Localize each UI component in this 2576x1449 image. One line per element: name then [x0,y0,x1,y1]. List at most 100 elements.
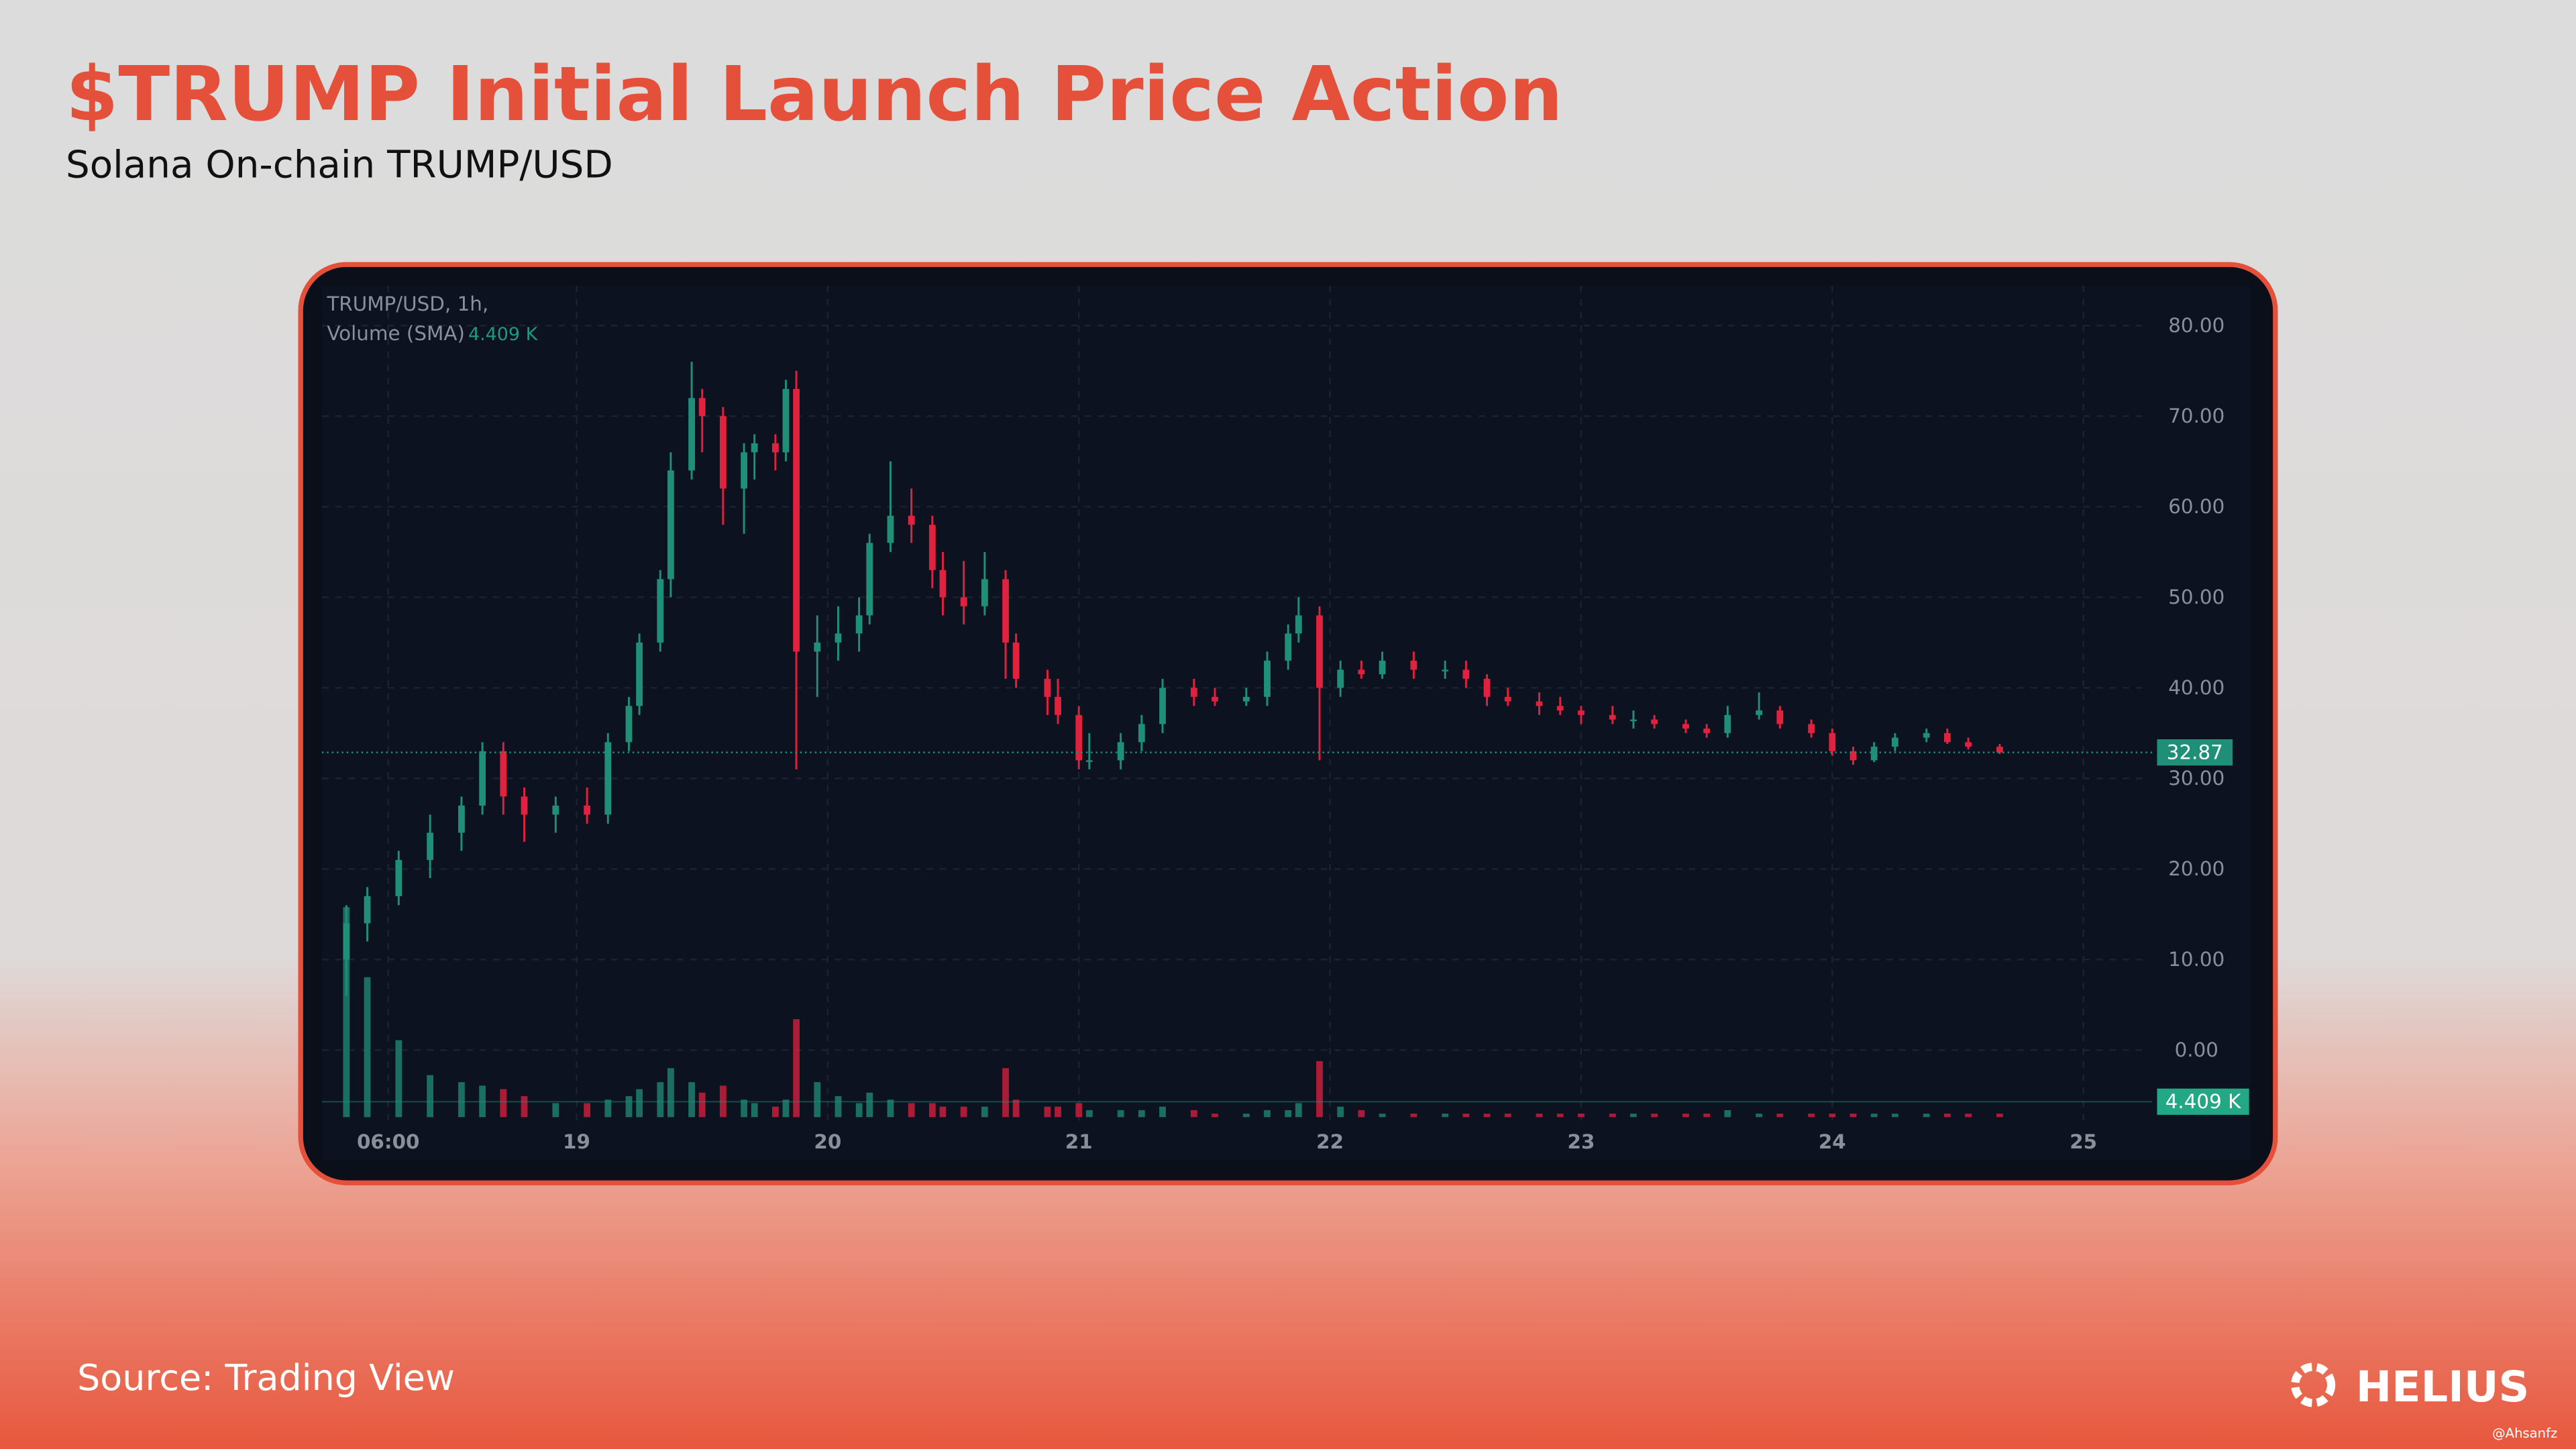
volume-bar [1085,1110,1093,1118]
candle-body [584,805,591,815]
candle-body [688,398,695,471]
candle-body [395,859,402,896]
candle-body [1504,696,1511,702]
volume-sma-tag-label: 4.409 K [2165,1090,2241,1113]
last-price-tag [2157,739,2233,766]
candle-body [1442,669,1449,672]
candle-body [1965,742,1972,747]
volume-bar [667,1068,674,1118]
volume-bar [1682,1114,1689,1118]
candle-body [960,597,967,606]
brand: HELIUS [2356,1362,2530,1412]
volume-bar [1923,1114,1930,1118]
volume-bar [1630,1114,1637,1118]
volume-bar [887,1099,894,1118]
volume-bar [1808,1114,1815,1118]
volume-bar [636,1089,643,1118]
candle-body [1724,714,1731,733]
y-tick-label: 20.00 [2168,857,2224,880]
candle-body [1358,669,1365,675]
candle-body [1379,660,1386,675]
candle-body [698,398,706,417]
volume-bar [1410,1114,1417,1118]
candle-body [1556,706,1564,711]
y-tick-label: 0.00 [2175,1038,2218,1061]
helius-logo [2291,1362,2336,1407]
candle-body [1085,760,1093,762]
volume-bar [1264,1110,1271,1118]
candle-body [552,805,559,815]
x-tick-label: 21 [1065,1130,1093,1153]
candle-body [521,796,528,815]
candle-body [1337,669,1344,688]
plot [322,286,2251,1160]
candle-body [1630,719,1637,722]
x-tick-label: 20 [814,1130,841,1153]
volume-bar [1609,1114,1616,1118]
y-tick-label: 50.00 [2168,586,2224,608]
volume-bar [1849,1114,1857,1118]
candle-body [1829,733,1836,751]
candle-body [1264,660,1271,697]
volume-bar [928,1103,936,1118]
volume-bar [584,1103,591,1118]
x-tick-label: 22 [1316,1130,1344,1153]
candle-body [981,579,988,606]
y-tick-label: 40.00 [2168,676,2224,699]
volume-bar [657,1082,664,1118]
volume-bar [793,1019,800,1118]
candle-body [751,443,758,453]
candle-body [427,833,434,860]
candle-body [1682,724,1689,729]
volume-bar [1892,1114,1898,1118]
volume-bar [1295,1103,1302,1118]
candle-body [1462,669,1470,679]
candle-body [928,525,936,570]
candle-body [1651,719,1658,724]
volume-bar [1242,1114,1250,1118]
volume-bar [458,1082,465,1118]
volume-bar [395,1040,402,1118]
volume-bar [688,1082,695,1118]
volume-bar [427,1075,434,1118]
candle-body [625,706,633,743]
volume-bar [1965,1114,1972,1118]
chart-subtitle: Solana On-chain TRUMP/USD [66,143,613,186]
volume-bar [343,907,350,1118]
volume-bar [1044,1106,1051,1118]
volume-bar [1483,1114,1491,1118]
candle-body [855,615,863,634]
volume-bar [1055,1106,1061,1118]
volume-bar [1756,1114,1763,1118]
volume-bar [521,1096,528,1118]
volume-bar [1944,1114,1951,1118]
volume-bar [1703,1114,1711,1118]
volume-bar [981,1106,988,1118]
candle-body [343,923,350,960]
volume-bar [1776,1114,1784,1118]
candle-body [814,642,821,652]
candle-body [719,416,727,489]
volume-bar [1442,1114,1449,1118]
candle-body [1242,696,1250,702]
watermark: @Ahsanfz [2492,1426,2557,1441]
candle-body [500,751,507,797]
volume-bar [855,1103,863,1118]
volume-bar [1651,1114,1658,1118]
volume-bar [814,1082,821,1118]
candle-body [835,633,842,643]
x-tick-label: 25 [2070,1130,2097,1153]
volume-bar [1212,1114,1218,1118]
candle-body [1075,714,1083,761]
y-tick-label: 30.00 [2168,767,2224,790]
volume-bar [1002,1068,1009,1118]
candle-body [1138,724,1145,743]
candle-body [1923,733,1930,738]
volume-bar [866,1092,873,1118]
chart-title: $TRUMP Initial Launch Price Action [66,50,1563,138]
candle-body [1285,633,1292,661]
volume-bar [1075,1103,1083,1118]
volume-bar [1996,1114,2003,1118]
volume-sma-tag [2157,1088,2249,1115]
